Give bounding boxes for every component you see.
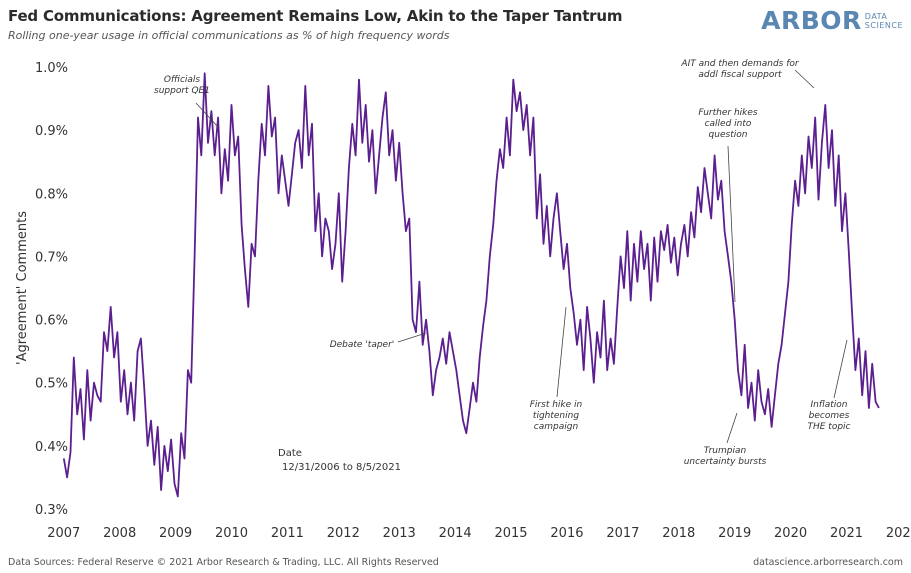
annotation-leader — [195, 102, 219, 128]
annotation-text: AIT and then demands for — [680, 59, 799, 69]
annotation-leader — [833, 339, 848, 399]
logo-sub-data: DATA — [864, 11, 888, 21]
annotation-text: question — [709, 130, 748, 140]
annotation-text: Debate 'taper' — [330, 340, 395, 350]
annotation-leader — [556, 306, 567, 398]
x-tick-label: 2021 — [830, 526, 863, 541]
y-tick-label: 0.8% — [35, 187, 68, 202]
annotation-text: Trumpian — [704, 446, 747, 456]
x-tick-label: 2007 — [47, 526, 80, 541]
x-tick-label: 2017 — [606, 526, 639, 541]
y-tick-label: 0.3% — [35, 503, 68, 518]
annotation-leader — [726, 412, 738, 444]
annotation-text: tightening — [533, 411, 579, 421]
chart-subtitle: Rolling one-year usage in official commu… — [8, 29, 450, 42]
date-range-label: 12/31/2006 to 8/5/2021 — [282, 462, 401, 473]
annotation-text: Inflation — [811, 400, 848, 410]
x-tick-label: 2011 — [271, 526, 304, 541]
x-tick-label: 2015 — [494, 526, 527, 541]
logo-subtitle: DATA SCIENCE — [865, 12, 903, 30]
series-line — [62, 72, 880, 498]
annotation-text: addl fiscal support — [698, 70, 782, 80]
annotation-leader — [397, 332, 427, 343]
annotation-text: called into — [705, 119, 752, 129]
footer-url: datascience.arborresearch.com — [753, 557, 903, 568]
y-tick-label: 0.6% — [35, 314, 68, 329]
x-tick-label: 2016 — [550, 526, 583, 541]
y-axis-label: 'Agreement' Comments — [15, 211, 30, 365]
y-tick-label: 0.5% — [35, 377, 68, 392]
y-tick-label: 1.0% — [35, 61, 68, 76]
arbor-logo: ARBOR DATA SCIENCE — [761, 6, 903, 35]
date-label: Date — [278, 448, 302, 459]
annotation-text: Officials — [164, 75, 201, 85]
x-tick-label: 2009 — [159, 526, 192, 541]
annotation-text: becomes — [809, 411, 850, 421]
y-tick-label: 0.4% — [35, 440, 68, 455]
x-tick-label: 2012 — [327, 526, 360, 541]
annotation-text: First hike in — [530, 400, 583, 410]
annotation-text: Further hikes — [698, 108, 758, 118]
footer-source: Data Sources: Federal Reserve © 2021 Arb… — [8, 557, 439, 568]
x-tick-label: 2020 — [774, 526, 807, 541]
x-tick-label: 2008 — [103, 526, 136, 541]
x-tick-label: 2018 — [662, 526, 695, 541]
logo-word: ARBOR — [761, 6, 862, 35]
annotation-leader — [727, 145, 736, 303]
x-tick-label: 2022 — [886, 526, 911, 541]
x-tick-label: 2013 — [383, 526, 416, 541]
annotation-text: uncertainty bursts — [684, 457, 767, 467]
logo-sub-science: SCIENCE — [864, 20, 903, 30]
annotation-text: THE topic — [807, 422, 850, 432]
y-tick-label: 0.9% — [35, 124, 68, 139]
annotation-text: support QE1 — [154, 86, 210, 96]
x-tick-label: 2019 — [718, 526, 751, 541]
x-tick-label: 2014 — [439, 526, 472, 541]
annotation-text: campaign — [534, 422, 579, 432]
annotation-leader — [794, 69, 815, 89]
y-tick-label: 0.7% — [35, 250, 68, 265]
chart-title: Fed Communications: Agreement Remains Lo… — [8, 7, 623, 25]
x-tick-label: 2010 — [215, 526, 248, 541]
